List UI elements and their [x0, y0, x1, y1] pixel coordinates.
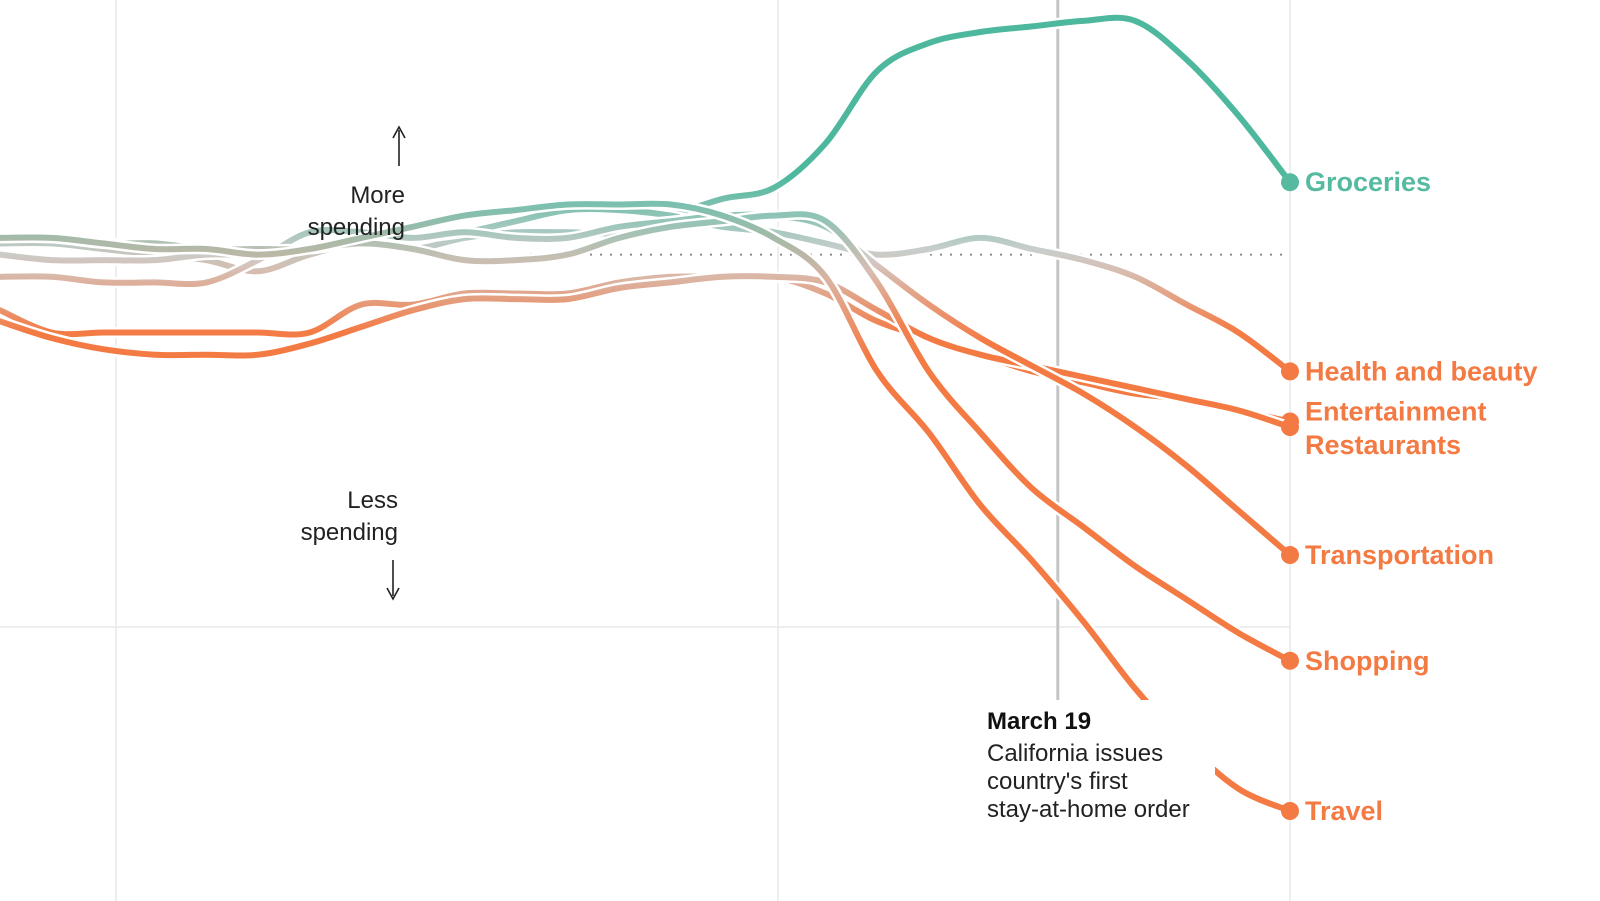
less-spending-label-1: Less [347, 487, 398, 514]
more-spending-label-2: spending [308, 214, 405, 241]
gridlines [0, 0, 1291, 901]
series-label-shopping: Shopping [1305, 646, 1429, 676]
series-label-travel: Travel [1305, 796, 1383, 826]
up-arrow-head-icon [392, 125, 406, 139]
series-line-travel [0, 200, 1293, 814]
series-end-dot-shopping [1281, 651, 1299, 670]
event-annotation: March 19 California issues country's fir… [980, 700, 1215, 830]
series-line-restaurants [0, 273, 1293, 431]
series-line-transportation [0, 211, 1293, 558]
series-end-dot-groceries [1281, 173, 1299, 192]
more-spending-indicator: More spending [308, 125, 406, 241]
event-annotation-backdrop [980, 700, 1215, 830]
less-spending-indicator: Less spending [301, 487, 400, 601]
event-annotation-title: March 19 [987, 708, 1091, 735]
series-label-groceries: Groceries [1305, 167, 1431, 197]
series-label-entertainment: Entertainment [1305, 397, 1487, 427]
event-annotation-line-2: country's first [987, 768, 1128, 795]
event-annotation-line-3: stay-at-home order [987, 796, 1190, 823]
series-end-dot-restaurants [1281, 418, 1299, 437]
series-label-health-and-beauty: Health and beauty [1305, 356, 1538, 386]
down-arrow-head-icon [386, 587, 400, 601]
more-spending-label-1: More [350, 182, 405, 209]
series-labels: Groceries Health and beauty EntertainmentR… [1305, 167, 1538, 826]
event-annotation-line-1: California issues [987, 740, 1163, 767]
series-label-restaurants: Restaurants [1305, 430, 1461, 460]
series-end-dot-transportation [1281, 546, 1299, 565]
series-end-dot-travel [1281, 802, 1299, 820]
series-lines [0, 12, 1299, 820]
series-label-transportation: Transportation [1305, 540, 1494, 570]
less-spending-label-2: spending [301, 519, 398, 546]
series-end-dot-health-and-beauty [1281, 362, 1299, 381]
